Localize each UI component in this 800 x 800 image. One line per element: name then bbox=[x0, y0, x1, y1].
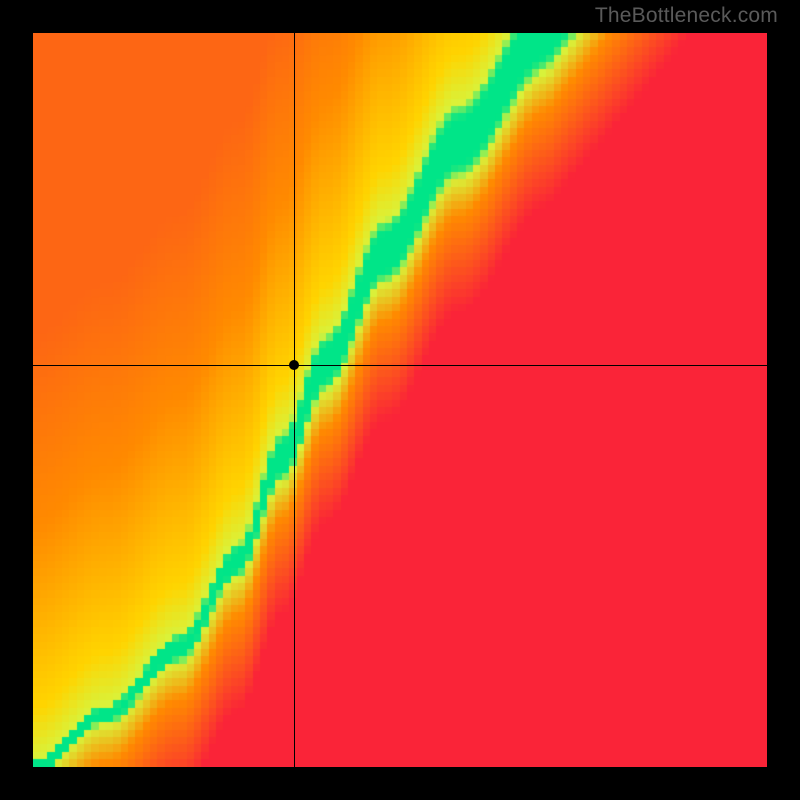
bottleneck-heatmap bbox=[33, 33, 767, 767]
chart-container: TheBottleneck.com bbox=[0, 0, 800, 800]
watermark-text: TheBottleneck.com bbox=[595, 4, 778, 28]
crosshair-vertical bbox=[294, 33, 295, 767]
crosshair-horizontal bbox=[33, 365, 767, 366]
marker-dot bbox=[289, 360, 299, 370]
